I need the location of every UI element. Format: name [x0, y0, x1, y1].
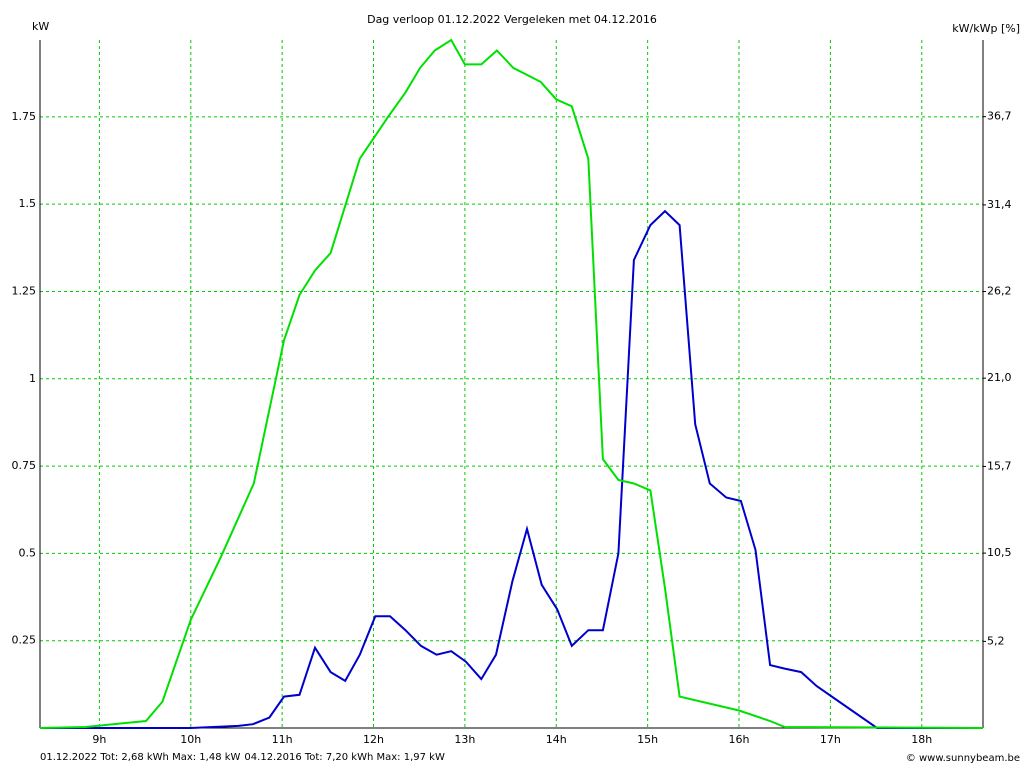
y-tick-label: 1.25 — [12, 284, 37, 297]
credit: © www.sunnybeam.be — [906, 753, 1020, 764]
x-tick-label: 13h — [454, 733, 475, 746]
y-axis-label: kW — [32, 20, 49, 33]
x-tick-label: 10h — [180, 733, 201, 746]
y-tick-label: 0.25 — [12, 634, 37, 647]
y-tick-label: 0.75 — [12, 459, 37, 472]
x-tick-label: 14h — [546, 733, 567, 746]
y-tick-label: 1.5 — [19, 197, 37, 210]
x-tick-label: 11h — [272, 733, 293, 746]
x-tick-label: 16h — [729, 733, 750, 746]
chart-title: Dag verloop 01.12.2022 Vergeleken met 04… — [367, 13, 657, 26]
y2-tick-label: 15,7 — [987, 459, 1012, 472]
x-tick-label: 18h — [911, 733, 932, 746]
y2-tick-label: 31,4 — [987, 198, 1012, 211]
y2-tick-label: 26,2 — [987, 285, 1012, 298]
y2-tick-label: 36,7 — [987, 110, 1012, 123]
series-line — [40, 209, 983, 729]
x-tick-label: 12h — [363, 733, 384, 746]
series-line — [39, 38, 984, 729]
legend-entry: 04.12.2016 Tot: 7,20 kWh Max: 1,97 kW — [244, 752, 445, 763]
y-tick-label: 1 — [29, 372, 36, 385]
y2-tick-label: 21,0 — [987, 371, 1012, 384]
y2-axis-label: kW/kWp [%] — [952, 22, 1020, 35]
x-tick-label: 15h — [637, 733, 658, 746]
x-tick-label: 9h — [92, 733, 106, 746]
y2-tick-label: 10,5 — [987, 546, 1012, 559]
y2-tick-label: 5,2 — [987, 634, 1005, 647]
legend-entry: 01.12.2022 Tot: 2,68 kWh Max: 1,48 kW — [40, 752, 241, 763]
y-tick-label: 0.5 — [19, 546, 37, 559]
x-tick-label: 17h — [820, 733, 841, 746]
y-tick-label: 1.75 — [12, 110, 37, 123]
